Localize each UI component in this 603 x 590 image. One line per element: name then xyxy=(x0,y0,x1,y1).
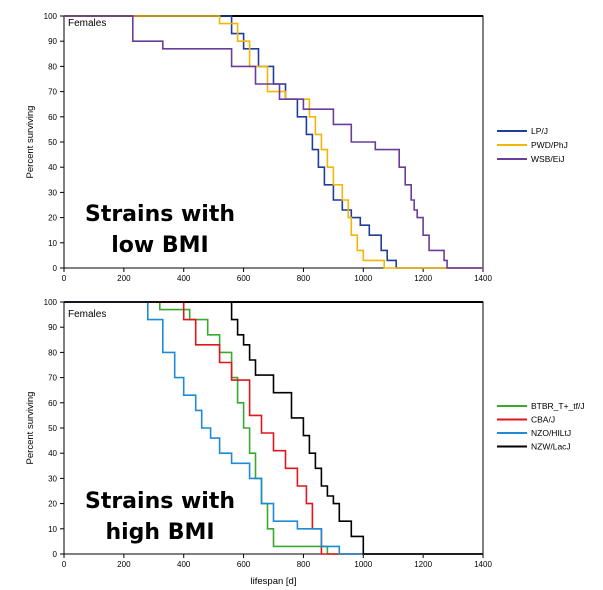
x-tick-label: 0 xyxy=(62,560,67,569)
y-tick-label: 20 xyxy=(48,214,57,223)
y-axis-label: Percent surviving xyxy=(25,106,36,179)
x-tick-label: 600 xyxy=(237,274,251,283)
y-tick-label: 90 xyxy=(48,37,57,46)
legend-label: BTBR_T+_tf/J xyxy=(531,401,585,411)
legend-label: WSB/EiJ xyxy=(531,154,565,164)
legend-label: NZW/LacJ xyxy=(531,442,571,452)
y-tick-label: 0 xyxy=(53,550,58,559)
x-tick-label: 600 xyxy=(237,560,251,569)
y-tick-label: 50 xyxy=(48,138,57,147)
x-tick-label: 200 xyxy=(117,274,131,283)
x-tick-label: 1000 xyxy=(354,560,372,569)
x-tick-label: 0 xyxy=(62,274,67,283)
x-tick-label: 1000 xyxy=(354,274,372,283)
series-line-btbr-t-tf-j xyxy=(64,301,483,555)
x-tick-label: 200 xyxy=(117,560,131,569)
plot-frame xyxy=(63,15,484,269)
y-tick-label: 70 xyxy=(48,88,57,97)
y-tick-label: 10 xyxy=(48,239,57,248)
series-line-lp-j xyxy=(64,15,483,269)
y-tick-label: 10 xyxy=(48,525,57,534)
series-line-nzo-hiltj xyxy=(64,301,483,555)
overlay-text: Strains with xyxy=(85,489,235,514)
y-tick-label: 100 xyxy=(44,12,58,21)
y-tick-label: 50 xyxy=(48,424,57,433)
y-tick-label: 60 xyxy=(48,113,57,122)
x-tick-label: 800 xyxy=(297,560,311,569)
series-line-wsb-eij xyxy=(64,15,483,269)
y-tick-label: 40 xyxy=(48,449,57,458)
y-tick-label: 80 xyxy=(48,348,57,357)
legend-label: PWD/PhJ xyxy=(531,140,568,150)
legend-label: CBA/J xyxy=(531,415,555,425)
y-tick-label: 80 xyxy=(48,62,57,71)
x-tick-label: 1400 xyxy=(474,274,492,283)
y-tick-label: 20 xyxy=(48,500,57,509)
overlay-text: Strains with xyxy=(85,202,235,227)
legend-label: LP/J xyxy=(531,126,548,136)
series-line-nzw-lacj xyxy=(64,301,483,555)
y-tick-label: 30 xyxy=(48,188,57,197)
y-tick-label: 90 xyxy=(48,323,57,332)
y-tick-label: 70 xyxy=(48,374,57,383)
series-line-pwd-phj xyxy=(64,15,483,269)
group-label: Females xyxy=(68,18,106,29)
y-tick-label: 30 xyxy=(48,474,57,483)
legend-label: NZO/HILtJ xyxy=(531,428,571,438)
x-tick-label: 1200 xyxy=(414,274,432,283)
y-axis-label: Percent surviving xyxy=(25,392,36,465)
x-tick-label: 800 xyxy=(297,274,311,283)
x-tick-label: 1200 xyxy=(414,560,432,569)
y-tick-label: 0 xyxy=(53,264,58,273)
y-tick-label: 100 xyxy=(44,298,58,307)
x-tick-label: 1400 xyxy=(474,560,492,569)
x-axis-label: lifespan [d] xyxy=(251,576,297,587)
group-label: Females xyxy=(68,309,106,320)
x-tick-label: 400 xyxy=(177,560,191,569)
overlay-text: high BMI xyxy=(105,520,214,545)
y-tick-label: 40 xyxy=(48,163,57,172)
overlay-text: low BMI xyxy=(111,233,209,258)
y-tick-label: 60 xyxy=(48,399,57,408)
x-tick-label: 400 xyxy=(177,274,191,283)
series-line-cba-j xyxy=(64,301,483,555)
